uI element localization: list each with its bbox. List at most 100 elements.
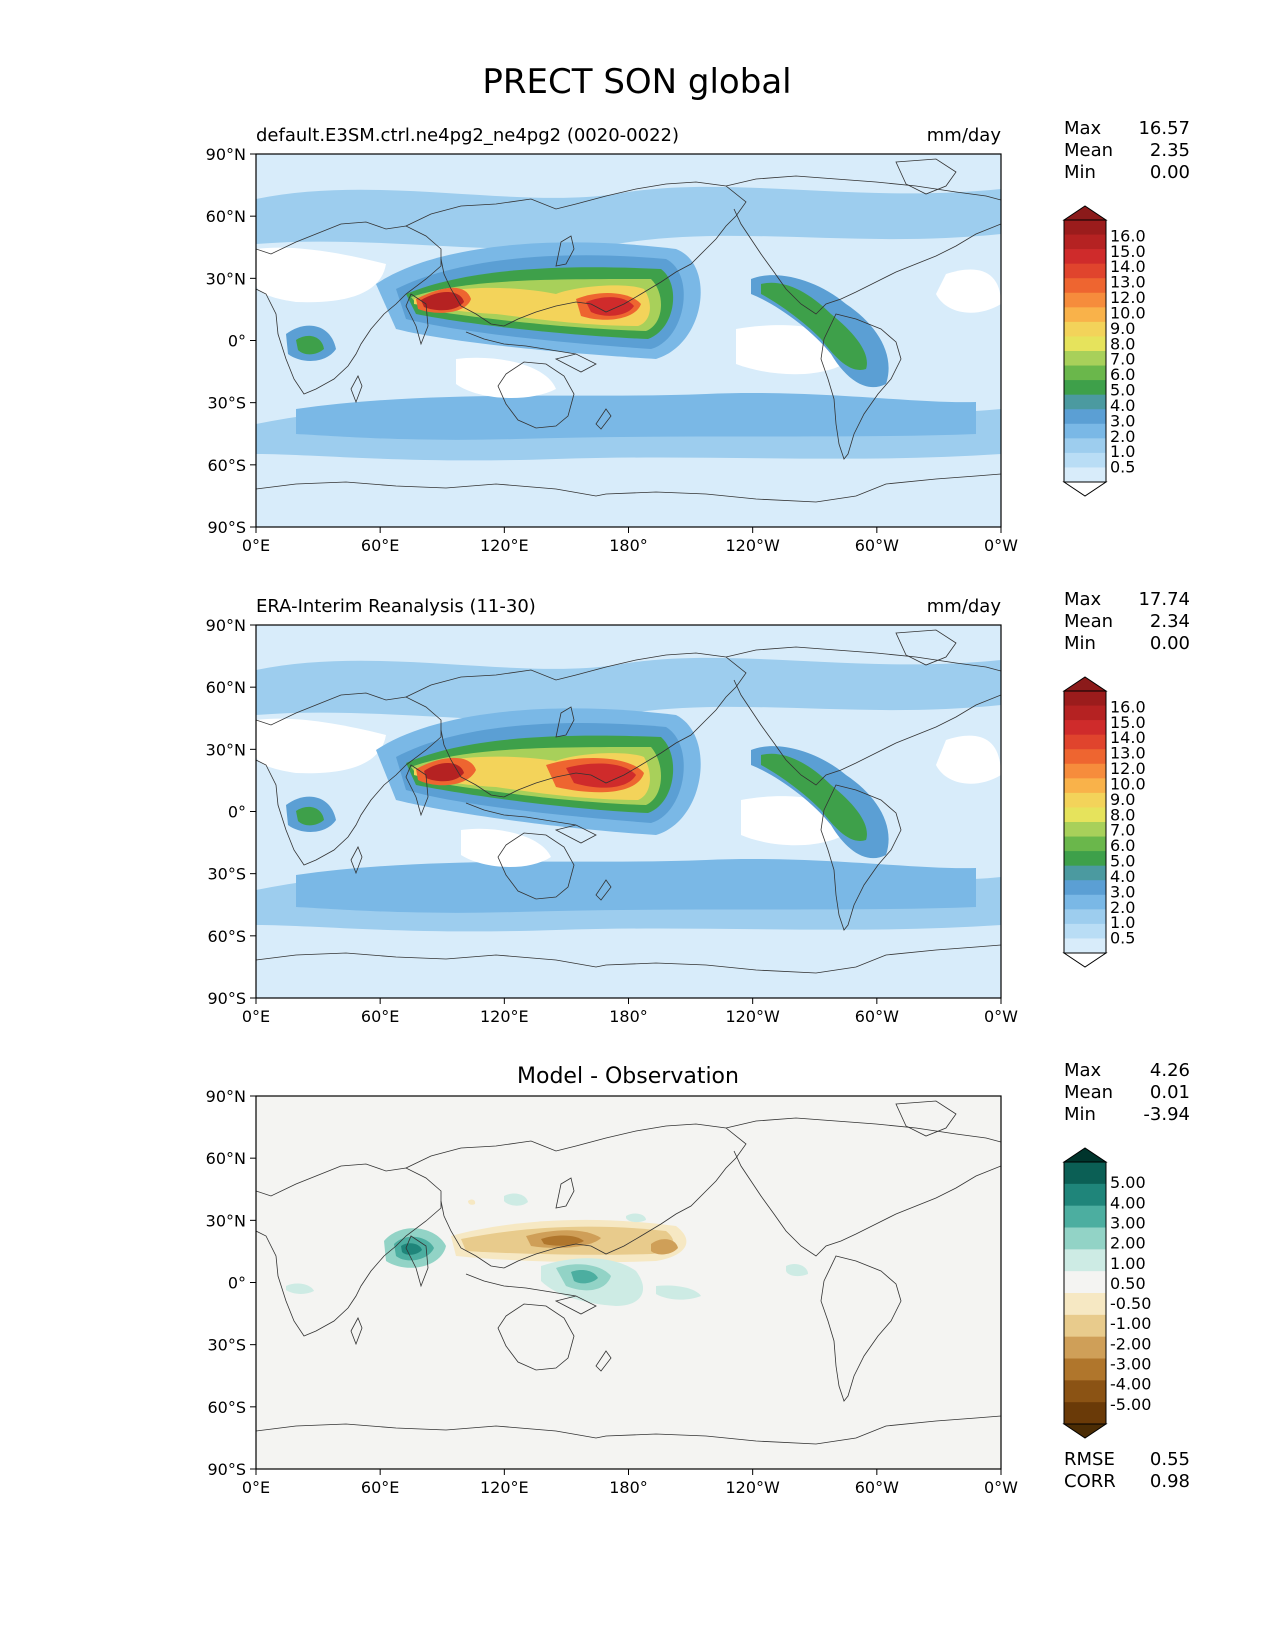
colorbar-swatch (1064, 763, 1106, 779)
colorbar-swatch (1064, 734, 1106, 750)
colorbar-label: 14.0 (1110, 728, 1146, 747)
panel-model: default.E3SM.ctrl.ne4pg2_ne4pg2 (0020-00… (206, 118, 1190, 555)
y-tick-label: 90°S (207, 518, 246, 537)
colorbar-swatch (1064, 263, 1106, 279)
colorbar-extend-top (1062, 676, 1108, 692)
diff-small-1 (504, 1193, 528, 1206)
colorbar-label: 5.00 (1110, 1173, 1146, 1192)
y-tick-label: 30°S (207, 1336, 246, 1355)
colorbar-swatch (1064, 720, 1106, 736)
x-tick-label: 180° (609, 536, 648, 555)
x-tick-label: 120°W (725, 1478, 780, 1497)
panel-diff-colorbar: Max 4.26 Mean 0.01 Min -3.94 5.004.003.00 2.001… (1062, 1060, 1190, 1439)
y-tick-label: 30°S (207, 865, 246, 884)
colorbar-swatch (1064, 836, 1106, 852)
colorbar-swatch (1064, 423, 1106, 439)
field-band-north (256, 186, 1001, 249)
colorbar-swatch (1064, 467, 1106, 483)
metric-rmse-value: 0.55 (1150, 1449, 1190, 1470)
y-tick-label: 90°N (206, 145, 246, 164)
colorbar-swatch (1064, 1205, 1106, 1228)
colorbar-swatch (1064, 1162, 1106, 1185)
colorbar-swatch (1064, 278, 1106, 294)
colorbar-label: 4.00 (1110, 1193, 1146, 1212)
colorbar-label: -5.00 (1110, 1395, 1151, 1414)
colorbar-label: 4.0 (1110, 867, 1135, 886)
stat-label-max: Max (1064, 589, 1102, 610)
dry-atlantic (936, 269, 1001, 313)
colorbar-swatch (1064, 351, 1106, 367)
colorbar-extend-bottom (1062, 952, 1108, 968)
x-tick-label: 120°E (480, 536, 529, 555)
colorbar-swatch (1064, 705, 1106, 721)
colorbar-label: 7.0 (1110, 350, 1135, 369)
y-tick-label: 0° (228, 332, 246, 351)
panel-obs-title-left: ERA-Interim Reanalysis (11-30) (256, 596, 536, 617)
figure-title: PRECT SON global (482, 62, 791, 102)
colorbar-label: 8.0 (1110, 805, 1135, 824)
colorbar-swatch (1064, 822, 1106, 838)
x-tick-label: 60°W (855, 536, 899, 555)
diff-dateline-neg (651, 1239, 678, 1255)
metric-rmse-label: RMSE (1064, 1449, 1115, 1470)
stat-value-max: 17.74 (1138, 589, 1190, 610)
dry-atlantic (936, 735, 1001, 784)
stat-label-min: Min (1064, 633, 1096, 654)
colorbar-swatch (1064, 336, 1106, 352)
colorbar-swatch (1064, 909, 1106, 925)
colorbar-swatch (1064, 1249, 1106, 1272)
colorbar-frame (1063, 690, 1107, 954)
colorbar-extend-bottom (1062, 481, 1108, 497)
y-tick-label: 60°N (206, 1149, 246, 1168)
colorbar-swatch (1064, 851, 1106, 867)
x-tick-label: 0°E (242, 1478, 270, 1497)
colorbar-label: 7.0 (1110, 821, 1135, 840)
x-tick-label: 60°E (361, 1478, 399, 1497)
y-tick-label: 60°S (207, 927, 246, 946)
x-tick-label: 180° (609, 1007, 648, 1026)
colorbar-swatch (1064, 1293, 1106, 1316)
diff-eq-pos-4 (656, 1285, 701, 1300)
dry-australia (456, 357, 556, 399)
colorbar-swatch (1064, 394, 1106, 410)
colorbar-label: -4.00 (1110, 1375, 1151, 1394)
colorbar-label: 2.0 (1110, 427, 1135, 446)
metric-corr-label: CORR (1064, 1471, 1116, 1492)
stat-label-mean: Mean (1064, 140, 1113, 161)
colorbar-label: 1.00 (1110, 1254, 1146, 1273)
colorbar-swatch (1064, 1227, 1106, 1250)
colorbar-label: -2.00 (1110, 1334, 1151, 1353)
field-bob-7 (421, 291, 464, 311)
colorbar-label: -3.00 (1110, 1355, 1151, 1374)
x-tick-label: 0°W (984, 536, 1018, 555)
colorbar-swatch (1064, 778, 1106, 794)
colorbar-swatch (1064, 380, 1106, 396)
colorbar-swatch (1064, 1183, 1106, 1207)
stat-value-min: -3.94 (1143, 1104, 1190, 1125)
x-tick-label: 120°E (480, 1478, 529, 1497)
colorbar-label: 5.0 (1110, 852, 1135, 871)
colorbar-swatch (1064, 438, 1106, 454)
colorbar-label: 13.0 (1110, 744, 1146, 763)
stat-value-mean: 2.34 (1150, 611, 1190, 632)
colorbar-extend-top (1062, 1147, 1108, 1163)
panel-obs: ERA-Interim Reanalysis (11-30) mm/day (206, 589, 1190, 1026)
x-tick-label: 0°W (984, 1007, 1018, 1026)
panel-model-units: mm/day (927, 125, 1002, 146)
colorbar-swatch (1064, 807, 1106, 823)
colorbar-swatch (1064, 1402, 1106, 1425)
panel-diff-title: Model - Observation (517, 1064, 739, 1089)
stat-value-max: 16.57 (1138, 118, 1190, 139)
y-tick-label: 30°S (207, 394, 246, 413)
colorbar-label: 15.0 (1110, 713, 1146, 732)
x-tick-label: 60°E (361, 1007, 399, 1026)
y-tick-label: 90°N (206, 616, 246, 635)
metric-corr-value: 0.98 (1150, 1471, 1190, 1492)
colorbar-label: 5.0 (1110, 381, 1135, 400)
x-tick-label: 180° (609, 1478, 648, 1497)
colorbar-label: 1.0 (1110, 913, 1135, 932)
stat-value-max: 4.26 (1150, 1060, 1190, 1081)
colorbar-label: 14.0 (1110, 257, 1146, 276)
